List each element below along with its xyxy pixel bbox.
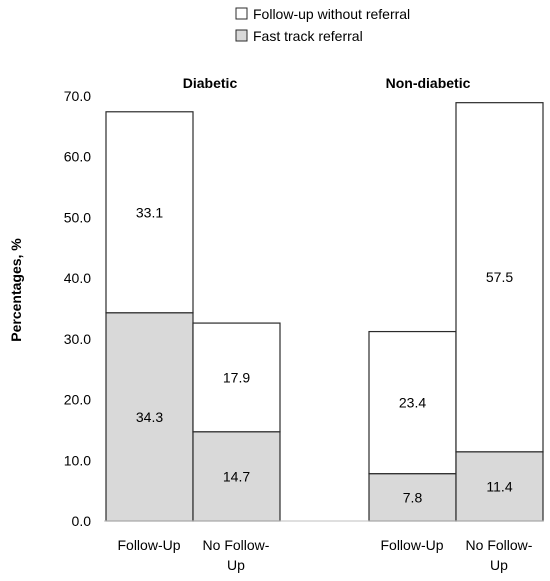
data-label-without-referral: 17.9: [223, 369, 250, 385]
y-tick-label: 40.0: [64, 270, 91, 286]
category-label: No Follow-Up: [203, 537, 270, 573]
data-label-fast-track: 7.8: [403, 489, 423, 505]
legend-swatch-fast-track: [235, 29, 248, 42]
bar-segment-without-referral: [455, 102, 544, 453]
y-tick-label: 20.0: [64, 392, 91, 408]
data-label-fast-track: 11.4: [486, 478, 512, 494]
bar-segment-without-referral: [368, 330, 457, 475]
y-tick-label: 60.0: [64, 149, 91, 165]
y-axis-ticks: 0.0 10.0 20.0 30.0 40.0 50.0 60.0 70.0: [64, 88, 91, 529]
y-tick-label: 70.0: [64, 88, 91, 104]
category-label: Follow-Up: [117, 537, 180, 553]
legend-label-fast-track: Fast track referral: [253, 28, 363, 44]
y-tick-label: 50.0: [64, 209, 91, 225]
data-label-fast-track: 14.7: [223, 468, 250, 484]
data-label-without-referral: 23.4: [399, 395, 426, 411]
data-label-without-referral: 33.1: [136, 204, 163, 220]
legend: Follow-up without referral Fast track re…: [235, 6, 410, 44]
y-tick-label: 10.0: [64, 452, 91, 468]
legend-label-without-referral: Follow-up without referral: [253, 6, 410, 22]
group-title-diabetic: Diabetic: [183, 75, 238, 91]
bar-segment-fast-track: [105, 312, 194, 522]
bar-segment-without-referral: [105, 111, 194, 314]
legend-swatch-without-referral: [235, 7, 248, 20]
bars: 34.3 33.1 14.7 17.9 7.8 23.4 11.4 57.5: [105, 102, 544, 522]
data-label-without-referral: 57.5: [486, 269, 513, 285]
y-tick-label: 30.0: [64, 331, 91, 347]
group-title-non-diabetic: Non-diabetic: [386, 75, 471, 91]
bar-segment-without-referral: [192, 322, 281, 433]
category-labels: Follow-Up No Follow-Up Follow-Up No Follow-…: [117, 537, 532, 573]
y-axis-label: Percentages, %: [8, 238, 24, 342]
y-tick-label: 0.0: [72, 513, 92, 529]
category-label: No Follow-Up: [466, 537, 533, 573]
category-label: Follow-Up: [380, 537, 443, 553]
data-label-fast-track: 34.3: [136, 409, 163, 425]
